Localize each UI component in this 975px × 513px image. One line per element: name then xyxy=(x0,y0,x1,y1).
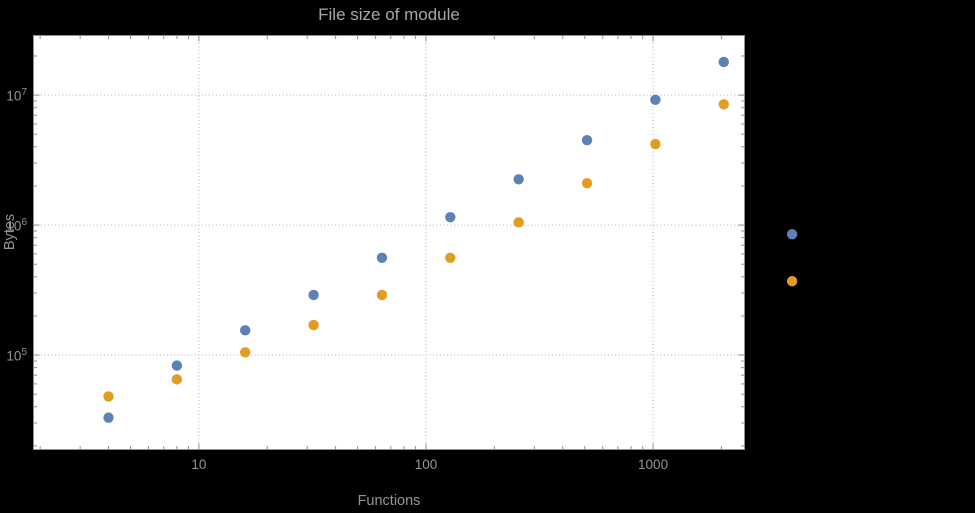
data-point-series-orange-x4 xyxy=(103,391,114,402)
data-point-series-orange-x512 xyxy=(581,177,593,189)
y-tick-label-10^6: 106 xyxy=(6,216,27,234)
data-point-series-blue-x2048 xyxy=(718,56,729,68)
data-point-series-orange-x32 xyxy=(308,319,319,331)
data-point-series-orange-x128 xyxy=(445,252,456,264)
data-point-series-orange-x4096 xyxy=(786,276,798,287)
data-point-series-blue-x1024 xyxy=(650,94,661,106)
chart-title: File size of module xyxy=(318,5,460,24)
data-point-series-blue-x32 xyxy=(308,289,319,301)
data-point-series-blue-x4096 xyxy=(786,229,798,240)
data-point-series-orange-x1024 xyxy=(650,138,661,150)
data-point-series-orange-x64 xyxy=(376,289,388,301)
data-point-series-orange-x8 xyxy=(171,374,183,385)
y-tick-exponent: 6 xyxy=(21,216,27,228)
x-tick-label-1000: 1000 xyxy=(638,457,669,472)
x-axis-label: Functions xyxy=(357,493,421,509)
data-point-series-orange-x2048 xyxy=(718,99,729,110)
x-tick-label-100: 100 xyxy=(414,457,438,472)
data-point-series-orange-x16 xyxy=(240,347,251,358)
data-point-series-blue-x128 xyxy=(445,211,456,223)
data-point-series-blue-x16 xyxy=(240,325,251,336)
plot-area xyxy=(33,35,745,450)
y-tick-exponent: 5 xyxy=(21,346,27,358)
y-tick-label-10^5: 105 xyxy=(6,346,27,364)
data-point-series-blue-x256 xyxy=(513,174,524,185)
data-point-series-blue-x512 xyxy=(581,134,593,146)
data-point-series-orange-x256 xyxy=(513,217,524,228)
plot-frame xyxy=(33,35,745,450)
y-tick-exponent: 7 xyxy=(21,86,27,98)
data-point-series-blue-x64 xyxy=(376,252,388,264)
x-tick-label-10: 10 xyxy=(191,457,207,472)
y-tick-label-10^7: 107 xyxy=(6,86,27,104)
data-point-series-blue-x8 xyxy=(171,360,183,371)
data-point-series-blue-x4 xyxy=(103,412,114,423)
